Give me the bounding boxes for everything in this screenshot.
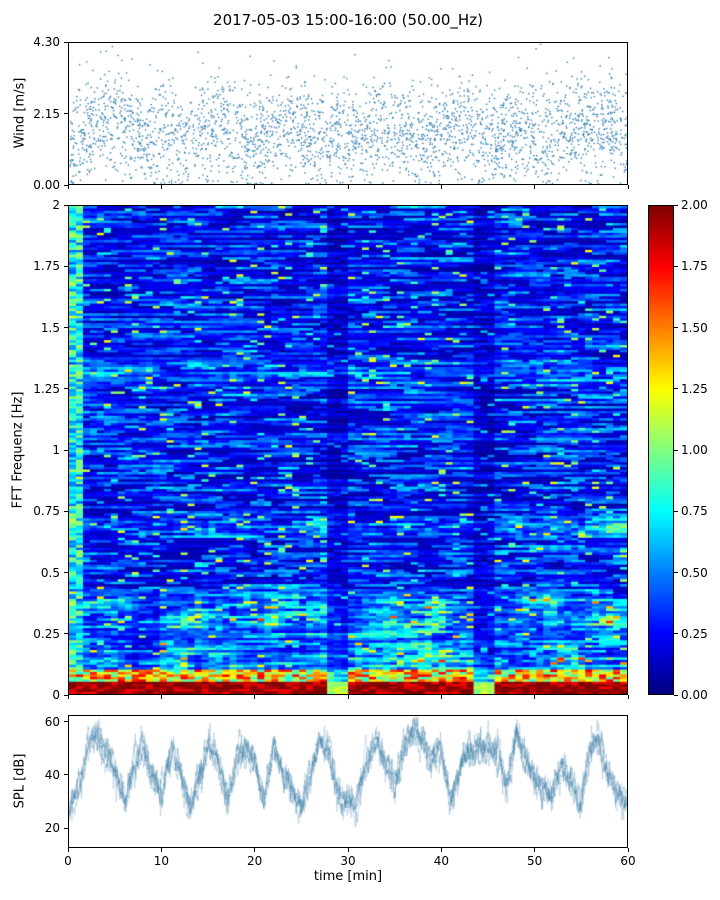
x-tick-mark [627, 848, 629, 852]
colorbar-tick-label: 0.00 [681, 688, 708, 702]
colorbar-canvas [649, 206, 673, 694]
y-tick-mark [64, 204, 68, 206]
y-tick-label: 2.15 [33, 106, 60, 121]
x-tick-mark [440, 848, 442, 852]
colorbar-tick-mark [674, 265, 678, 267]
spectrogram-axes [68, 205, 628, 695]
y-tick-label: 1.75 [33, 259, 60, 274]
x-tick-label: 20 [247, 854, 263, 868]
colorbar-tick-mark [674, 572, 678, 573]
spl-line-canvas [69, 716, 627, 847]
y-tick-mark [64, 41, 68, 43]
y-tick-mark [64, 449, 68, 451]
figure-title: 2017-05-03 15:00-16:00 (50.00_Hz) [213, 11, 483, 29]
colorbar-tick-mark [674, 633, 678, 635]
y-tick-label: 1 [52, 443, 60, 457]
y-tick-mark [64, 510, 68, 512]
x-tick-mark [347, 695, 349, 699]
y-tick-mark [64, 265, 68, 267]
x-tick-mark [627, 695, 629, 699]
x-tick-mark [160, 848, 162, 852]
y-tick-label: 1.25 [33, 381, 60, 396]
y-tick-mark [64, 184, 68, 186]
colorbar-tick-label: 1.00 [681, 443, 708, 457]
colorbar-tick-mark [674, 388, 678, 390]
colorbar-tick-mark [674, 449, 678, 451]
x-tick-mark [534, 848, 536, 852]
colorbar-tick-mark [674, 510, 678, 512]
x-tick-label: 40 [433, 854, 449, 868]
y-tick-mark [64, 633, 68, 635]
colorbar-tick-mark [674, 204, 678, 206]
x-tick-label: 10 [153, 854, 169, 868]
colorbar-tick-mark [674, 694, 678, 696]
y-tick-label: 0.00 [33, 178, 60, 192]
x-tick-mark [67, 848, 69, 852]
colorbar-tick-label: 1.50 [681, 320, 708, 335]
y-tick-label: 0 [52, 688, 60, 702]
x-tick-mark [440, 185, 442, 189]
y-tick-mark [64, 572, 68, 573]
x-tick-mark [67, 185, 69, 189]
colorbar [648, 205, 674, 695]
y-tick-label: 0.75 [33, 504, 60, 519]
x-tick-label: 60 [620, 854, 636, 868]
y-tick-label: 40 [44, 767, 60, 782]
x-tick-mark [67, 695, 69, 699]
x-axis-label: time [min] [313, 869, 383, 884]
wind-axes [68, 42, 628, 185]
x-tick-mark [254, 695, 256, 699]
y-tick-mark [64, 113, 68, 114]
colorbar-tick-label: 2.00 [681, 198, 708, 212]
x-tick-mark [160, 695, 162, 699]
y-tick-label: 60 [44, 714, 60, 729]
colorbar-tick-label: 0.50 [681, 565, 708, 580]
y-tick-label: 4.30 [33, 35, 60, 49]
x-tick-mark [627, 185, 629, 189]
x-tick-mark [440, 695, 442, 699]
y-tick-mark [64, 827, 68, 829]
x-tick-mark [254, 848, 256, 852]
colorbar-tick-label: 0.25 [681, 626, 708, 641]
x-tick-mark [254, 185, 256, 189]
y-tick-label: 0.5 [40, 565, 60, 580]
y-tick-label: 2 [52, 198, 60, 212]
spl-axes [68, 715, 628, 848]
wind-scatter-canvas [69, 43, 627, 184]
y-tick-label: 1.5 [40, 320, 60, 335]
colorbar-tick-mark [674, 327, 678, 328]
spectrogram-canvas [69, 206, 627, 694]
x-tick-mark [534, 695, 536, 699]
y-tick-mark [64, 327, 68, 328]
y-tick-mark [64, 694, 68, 696]
colorbar-tick-label: 1.75 [681, 259, 708, 274]
y-tick-label: 0.25 [33, 626, 60, 641]
x-tick-label: 50 [527, 854, 543, 868]
y-tick-mark [64, 774, 68, 776]
x-tick-mark [347, 185, 349, 189]
colorbar-tick-label: 0.75 [681, 504, 708, 519]
colorbar-tick-label: 1.25 [681, 381, 708, 396]
y-tick-mark [64, 388, 68, 390]
x-tick-mark [347, 848, 349, 852]
y-tick-label: 20 [44, 821, 60, 836]
y-tick-mark [64, 721, 68, 723]
x-tick-label: 30 [340, 854, 356, 868]
x-tick-mark [160, 185, 162, 189]
x-tick-label: 0 [64, 854, 72, 868]
x-tick-mark [534, 185, 536, 189]
